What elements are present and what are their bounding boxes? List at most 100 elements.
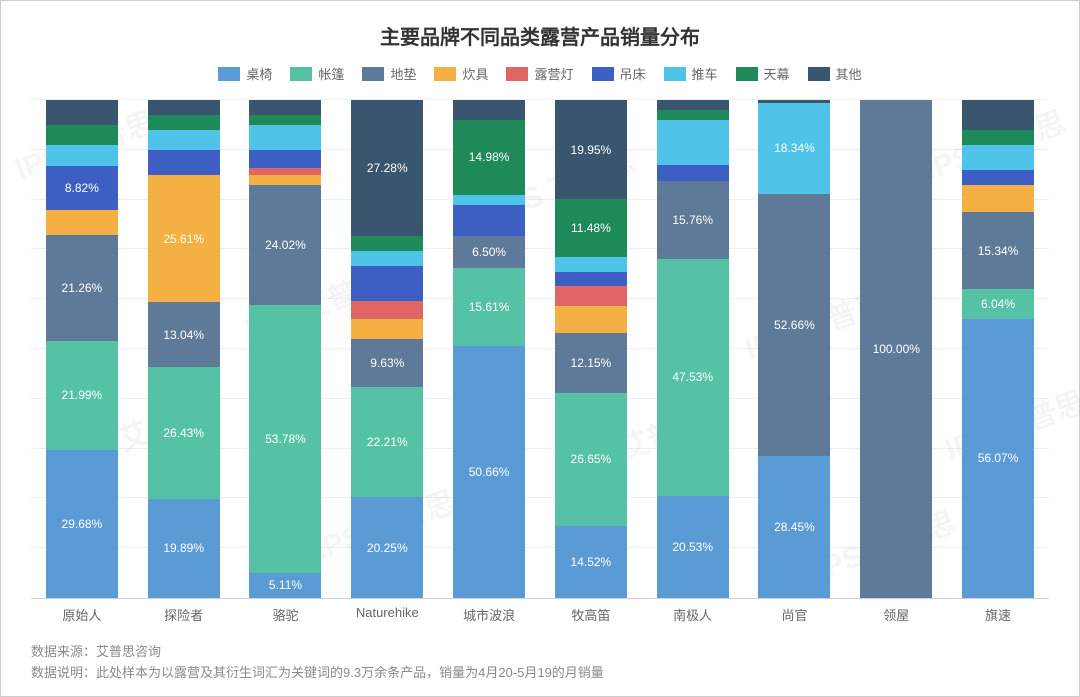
source-label: 数据来源：: [31, 644, 96, 659]
legend-label: 地垫: [390, 64, 416, 83]
bar-segment: 53.78%: [249, 305, 321, 573]
legend-item: 炊具: [434, 64, 488, 83]
bar-segment: 27.28%: [351, 100, 423, 236]
source-value: 艾普思咨询: [96, 644, 161, 659]
bar-segment: [555, 257, 627, 272]
bar-segment: 13.04%: [148, 302, 220, 367]
bar: 50.66%15.61%6.50%14.98%: [453, 100, 525, 598]
bar-segment: 28.45%: [758, 456, 830, 598]
x-axis-label: Naturehike: [351, 605, 423, 624]
bar-segment: [962, 145, 1034, 170]
bar: 5.11%53.78%24.02%: [249, 100, 321, 598]
bar-segment: [962, 170, 1034, 185]
bar-segment: [46, 145, 118, 166]
note-label: 数据说明：: [31, 665, 96, 680]
bar-segment: [555, 306, 627, 332]
bar-segment: [453, 205, 525, 236]
bar-segment: [555, 286, 627, 306]
legend-item: 其他: [808, 64, 862, 83]
bar-segment: [351, 236, 423, 251]
legend-item: 推车: [664, 64, 718, 83]
bar-segment: [351, 266, 423, 301]
bar-segment: 9.63%: [351, 339, 423, 387]
bar-segment: [657, 100, 729, 110]
bar-segment: [148, 130, 220, 150]
legend: 桌椅 帐篷 地垫 炊具 露营灯 吊床 推车 天幕 其他: [31, 64, 1049, 83]
bar-segment: 11.48%: [555, 199, 627, 256]
bar-segment: 19.89%: [148, 499, 220, 598]
chart-title: 主要品牌不同品类露营产品销量分布: [31, 21, 1049, 50]
chart-container: 主要品牌不同品类露营产品销量分布 桌椅 帐篷 地垫 炊具 露营灯 吊床 推车 天幕 其他 29.…: [0, 0, 1080, 697]
legend-label: 帐篷: [318, 64, 344, 83]
bar-segment: [453, 100, 525, 120]
bar-segment: 18.34%: [758, 103, 830, 194]
legend-swatch: [664, 67, 686, 81]
bar: 28.45%52.66%18.34%: [758, 100, 830, 598]
bar: 100.00%: [860, 100, 932, 598]
x-axis-label: 尚官: [758, 605, 830, 624]
legend-swatch: [506, 67, 528, 81]
bar-segment: [249, 168, 321, 175]
legend-label: 天幕: [764, 64, 790, 83]
bar-segment: 15.61%: [453, 268, 525, 346]
bar: 56.07%6.04%15.34%: [962, 100, 1034, 598]
bar-segment: 100.00%: [860, 100, 932, 598]
legend-swatch: [434, 67, 456, 81]
legend-item: 露营灯: [506, 64, 573, 83]
bar-segment: 29.68%: [46, 450, 118, 598]
legend-label: 其他: [836, 64, 862, 83]
bar-segment: [249, 115, 321, 125]
legend-swatch: [362, 67, 384, 81]
x-axis-label: 骆驼: [249, 605, 321, 624]
bar-segment: [555, 272, 627, 287]
bar-segment: 26.65%: [555, 393, 627, 526]
x-axis-label: 旗速: [962, 605, 1034, 624]
bar-segment: [249, 150, 321, 168]
x-axis-label: 原始人: [46, 605, 118, 624]
legend-swatch: [290, 67, 312, 81]
bar: 29.68%21.99%21.26%8.82%: [46, 100, 118, 598]
legend-label: 炊具: [462, 64, 488, 83]
bar-segment: 19.95%: [555, 100, 627, 199]
x-axis: 原始人 探险者 骆驼 Naturehike 城市波浪 牧高笛 南极人 尚官 领屋 旗速: [31, 605, 1049, 624]
legend-label: 推车: [692, 64, 718, 83]
bar-segment: 24.02%: [249, 185, 321, 305]
bar-segment: 25.61%: [148, 175, 220, 303]
bar-segment: [148, 115, 220, 130]
bar-segment: 20.53%: [657, 496, 729, 598]
bar-segment: [657, 165, 729, 181]
x-axis-label: 领屋: [860, 605, 932, 624]
bar-segment: [46, 100, 118, 125]
bar-segment: [249, 175, 321, 185]
bar-segment: [453, 195, 525, 205]
legend-label: 露营灯: [534, 64, 573, 83]
legend-item: 地垫: [362, 64, 416, 83]
x-axis-label: 牧高笛: [555, 605, 627, 624]
bar-segment: [351, 251, 423, 266]
bar-segment: [46, 210, 118, 235]
bar-segment: 56.07%: [962, 319, 1034, 598]
x-axis-label: 南极人: [657, 605, 729, 624]
bar-segment: [351, 319, 423, 339]
legend-swatch: [808, 67, 830, 81]
plot-area: 29.68%21.99%21.26%8.82%19.89%26.43%13.04…: [31, 99, 1049, 599]
bar-segment: 5.11%: [249, 573, 321, 598]
bar-segment: 21.99%: [46, 341, 118, 451]
legend-item: 桌椅: [218, 64, 272, 83]
bar-segment: [657, 120, 729, 165]
bar-segment: [148, 100, 220, 115]
bar: 20.53%47.53%15.76%: [657, 100, 729, 598]
bar-segment: 8.82%: [46, 166, 118, 210]
note-value: 此处样本为以露营及其衍生词汇为关键词的9.3万余条产品，销量为4月20-5月19…: [96, 665, 604, 680]
bar-segment: [46, 125, 118, 145]
x-axis-label: 城市波浪: [453, 605, 525, 624]
bar-segment: 47.53%: [657, 259, 729, 496]
bar-segment: 6.04%: [962, 289, 1034, 319]
x-axis-label: 探险者: [148, 605, 220, 624]
bar-segment: [351, 301, 423, 319]
legend-swatch: [736, 67, 758, 81]
bar-segment: [249, 125, 321, 150]
bar: 14.52%26.65%12.15%11.48%19.95%: [555, 100, 627, 598]
legend-label: 吊床: [620, 64, 646, 83]
bar-segment: [249, 100, 321, 115]
